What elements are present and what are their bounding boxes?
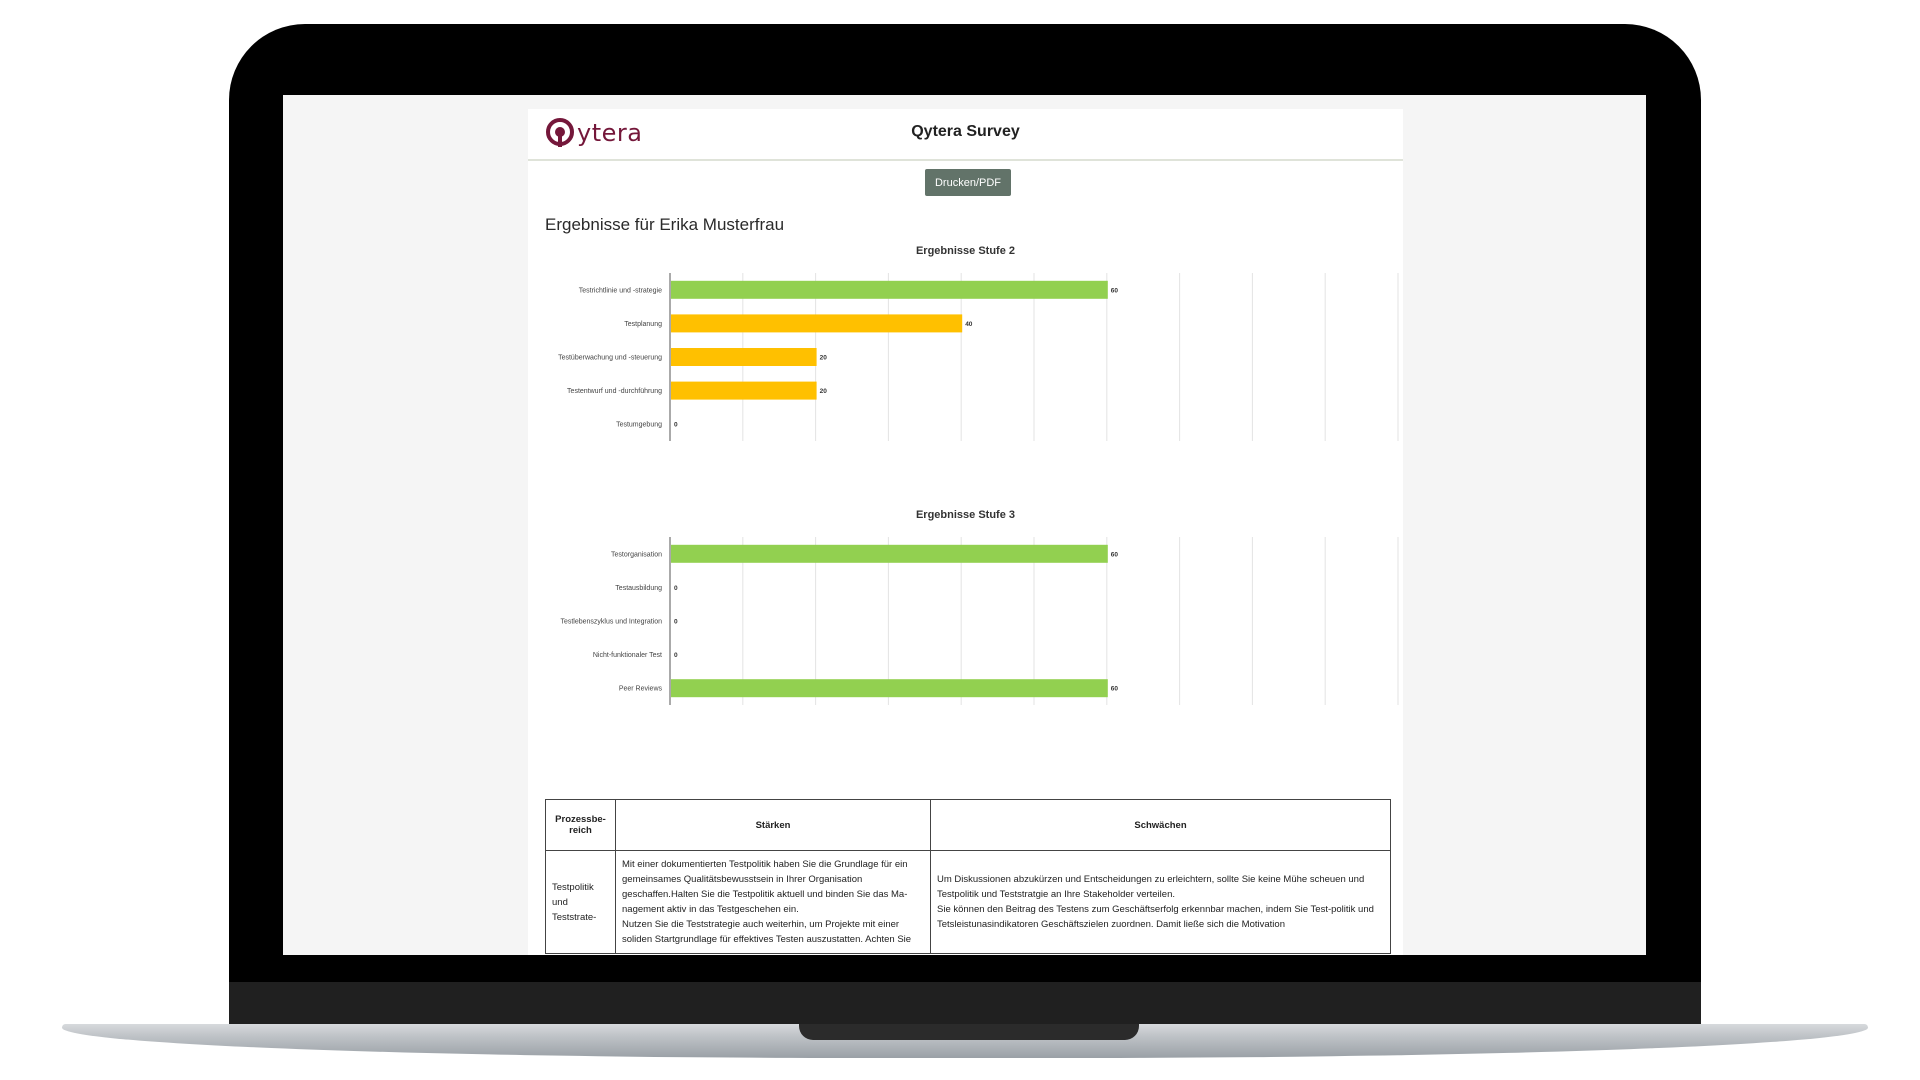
laptop-notch	[799, 1024, 1139, 1040]
chart-stufe-3-plot: 0102030405060708090100Testorganisation60…	[560, 537, 1399, 705]
category-label: Testplanung	[624, 321, 662, 328]
category-label: Testentwurf und -durchführung	[567, 388, 662, 395]
category-label: Peer Reviews	[619, 686, 663, 693]
laptop-hinge	[229, 982, 1701, 1026]
brand-name: ytera	[577, 119, 643, 147]
data-label: 0	[674, 422, 678, 429]
table-header-row: Prozessbe-reich Stärken Schwächen	[545, 799, 1391, 851]
chart-title: Ergebnisse Stufe 3	[915, 509, 1016, 521]
bar	[671, 381, 817, 400]
screen: ytera Qytera Survey Drucken/PDF Ergebnis…	[283, 95, 1646, 955]
bar	[671, 280, 1108, 299]
data-label: 60	[1111, 287, 1119, 294]
chart-stufe-2-plot: 0102030405060708090100Testrichtlinie und…	[558, 273, 1399, 441]
strengths-paragraph: Mit einer dokumentierten Testpolitik hab…	[622, 859, 908, 915]
print-pdf-button[interactable]: Drucken/PDF	[925, 169, 1011, 196]
page-title: Qytera Survey	[911, 123, 1020, 140]
data-label: 0	[674, 585, 678, 592]
survey-page: ytera Qytera Survey Drucken/PDF Ergebnis…	[528, 109, 1403, 955]
data-label: 20	[820, 355, 828, 362]
qytera-logo-icon	[546, 118, 574, 147]
column-header-strengths: Stärken	[615, 799, 931, 851]
weaknesses-cell: Um Diskussionen abzukürzen und Entscheid…	[930, 850, 1391, 954]
data-label: 60	[1111, 551, 1119, 558]
brand-logo[interactable]: ytera	[543, 115, 642, 151]
column-header-area: Prozessbe-reich	[545, 799, 616, 851]
category-label: Testausbildung	[615, 585, 662, 592]
bar	[671, 348, 817, 366]
category-label: Testorganisation	[611, 551, 662, 558]
strengths-cell: Mit einer dokumentierten Testpolitik hab…	[615, 850, 931, 954]
data-label: 0	[674, 652, 678, 659]
bar	[671, 314, 963, 333]
data-label: 40	[965, 321, 973, 328]
chart-title: Ergebnisse Stufe 2	[915, 245, 1016, 257]
results-heading: Ergebnisse für Erika Musterfrau	[545, 215, 785, 234]
category-label: Testlebenszyklus und Integration	[560, 619, 662, 626]
category-label: Testüberwachung und -steuerung	[558, 355, 662, 362]
data-label: 0	[674, 619, 678, 626]
column-header-weaknesses: Schwächen	[930, 799, 1391, 851]
category-label: Testrichtlinie und -strategie	[579, 287, 662, 294]
weaknesses-paragraph: Um Diskussionen abzukürzen und Entscheid…	[937, 874, 1365, 900]
page-header: ytera Qytera Survey	[528, 109, 1403, 161]
data-label: 20	[820, 388, 828, 395]
bar	[671, 544, 1108, 563]
bar	[671, 679, 1108, 698]
results-table: Prozessbe-reich Stärken Schwächen Testpo…	[545, 799, 1391, 954]
category-label: Testumgebung	[616, 422, 662, 429]
chart-stufe-3: Ergebnisse Stufe 3 010203040506070809010…	[528, 509, 1403, 709]
weaknesses-paragraph: Sie können den Beitrag des Testens zum G…	[937, 904, 1374, 930]
category-label: Nicht-funktionaler Test	[593, 652, 662, 659]
chart-stufe-2: Ergebnisse Stufe 2 010203040506070809010…	[528, 245, 1403, 445]
strengths-paragraph: Nutzen Sie die Teststrategie auch weiter…	[622, 919, 912, 945]
process-area-cell: Testpolitik und Teststrate-	[545, 850, 616, 954]
table-row: Testpolitik und Teststrate- Mit einer do…	[545, 850, 1391, 954]
data-label: 60	[1111, 686, 1119, 693]
